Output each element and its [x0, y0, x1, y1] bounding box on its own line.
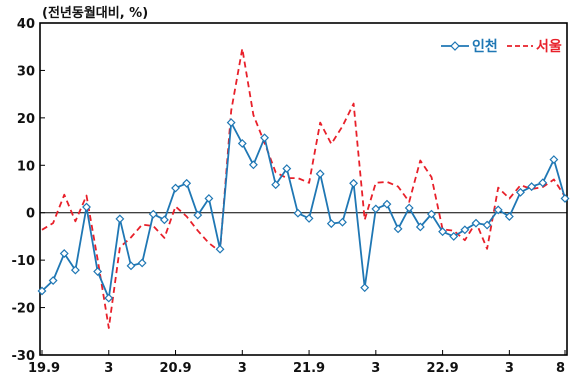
data-point-incheon [560, 194, 570, 203]
y-tick-label: -10 [12, 254, 36, 269]
y-tick-label: 0 [26, 207, 35, 222]
data-point-incheon [293, 208, 303, 218]
data-point-incheon [215, 244, 225, 254]
data-point-incheon [137, 258, 147, 268]
unit-label: (전년동월대비, %) [42, 5, 148, 21]
y-tick-label: -20 [12, 302, 36, 317]
data-point-incheon [248, 160, 258, 170]
data-point-incheon [148, 209, 158, 219]
data-point-incheon [37, 286, 47, 296]
series-line-seoul [41, 47, 566, 329]
x-tick-label: 19.9 [28, 361, 60, 376]
data-point-incheon [70, 265, 80, 275]
data-point-incheon [126, 261, 136, 271]
data-point-incheon [527, 182, 537, 192]
data-point-incheon [48, 276, 58, 285]
data-point-incheon [159, 215, 169, 225]
data-point-incheon [337, 217, 347, 227]
data-point-incheon [516, 187, 525, 197]
x-tick-label: 3 [238, 361, 247, 376]
y-tick-label: 40 [17, 17, 35, 32]
data-point-incheon [326, 219, 336, 229]
x-axis: 19.9 3 20.9 3 21.9 3 22.9 3 8 [28, 350, 566, 376]
data-point-incheon [171, 183, 180, 193]
data-point-incheon [504, 212, 514, 221]
series-line-incheon [41, 121, 566, 300]
data-point-incheon [349, 178, 359, 188]
data-point-incheon [226, 118, 236, 128]
data-point-incheon [393, 224, 403, 234]
data-point-incheon [549, 155, 559, 165]
data-point-incheon [271, 180, 281, 190]
data-point-incheon [460, 225, 470, 235]
data-point-incheon [471, 218, 481, 228]
data-point-incheon [427, 209, 436, 219]
data-point-incheon [59, 249, 69, 258]
data-point-incheon [204, 194, 214, 203]
data-point-incheon [538, 178, 548, 188]
data-point-incheon [371, 204, 381, 214]
data-point-incheon [193, 210, 203, 220]
legend: 인천 서울 [441, 38, 562, 55]
x-tick-label: 22.9 [427, 361, 459, 376]
y-tick-label: -30 [12, 349, 36, 364]
data-point-incheon [449, 231, 459, 241]
data-point-incheon [282, 164, 292, 174]
data-point-incheon [260, 133, 270, 143]
data-point-incheon [404, 203, 414, 213]
x-tick-label: 3 [371, 361, 380, 376]
data-point-incheon [104, 293, 114, 303]
series-layer [37, 47, 570, 329]
data-point-incheon [304, 213, 314, 223]
data-point-incheon [493, 205, 503, 215]
data-point-incheon [93, 267, 103, 276]
data-point-incheon [237, 139, 247, 148]
data-point-incheon [482, 220, 492, 230]
legend-marker-incheon [450, 41, 460, 51]
data-point-incheon [438, 227, 448, 237]
data-point-incheon [415, 222, 425, 232]
data-point-incheon [315, 169, 325, 179]
y-tick-label: 30 [17, 64, 35, 79]
legend-label-seoul: 서울 [536, 38, 562, 55]
x-tick-label: 3 [104, 361, 113, 376]
data-point-incheon [82, 202, 91, 212]
data-point-incheon [115, 214, 125, 224]
x-tick-label: 8 [556, 361, 565, 376]
y-axis: 40 30 20 10 0 -10 -20 -30 [12, 17, 45, 364]
x-tick-label: 21.9 [293, 361, 325, 376]
x-tick-label: 3 [505, 361, 514, 376]
data-point-incheon [182, 178, 192, 188]
y-tick-label: 10 [17, 159, 35, 174]
plot-frame [39, 22, 568, 356]
legend-label-incheon: 인천 [472, 38, 498, 55]
data-point-incheon [382, 199, 392, 209]
data-point-incheon [360, 283, 370, 293]
y-tick-label: 20 [17, 112, 35, 127]
x-tick-label: 20.9 [159, 361, 191, 376]
